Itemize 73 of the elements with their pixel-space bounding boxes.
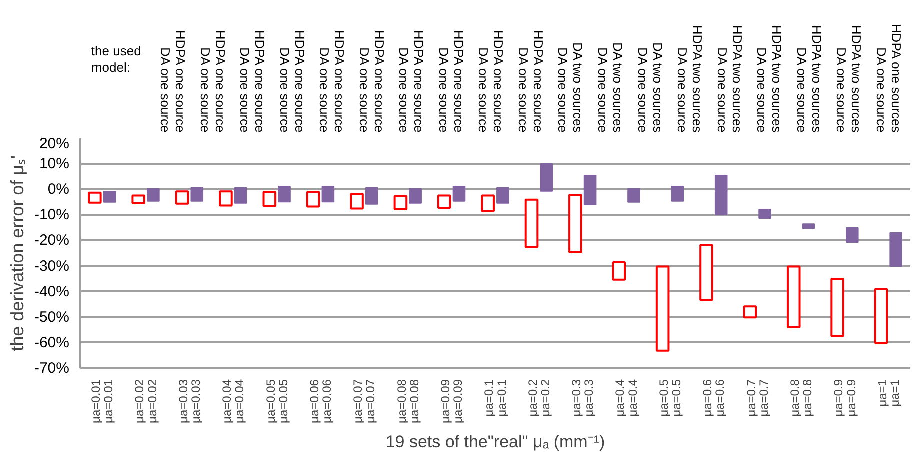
y-tick-label: 20%: [39, 136, 70, 152]
text: DA two sources DA one source: [556, 42, 586, 134]
bar: [175, 190, 190, 205]
y-tick-label: 0%: [48, 181, 70, 198]
bar: [714, 175, 728, 216]
y-axis-title: the derivation error of μₛ': [7, 156, 28, 352]
x-tick-label: μa=0.01 μa=0.01: [89, 379, 116, 424]
bar: [147, 188, 160, 202]
x-axis-title: 19 sets of the"real" μₐ (mm⁻¹): [386, 432, 606, 452]
bar: [671, 186, 684, 202]
bar: [350, 192, 364, 210]
bar: [700, 244, 714, 302]
bar: [628, 188, 640, 203]
y-tick-label: -10%: [34, 206, 70, 224]
text: HDPA one source DA one source: [396, 30, 427, 133]
bar: [190, 187, 204, 202]
bar: [524, 198, 539, 248]
bar: [758, 209, 772, 219]
y-tick-label: -70%: [34, 360, 70, 377]
text: HDPA one sources DA one source: [874, 24, 904, 134]
bar: [540, 164, 554, 192]
text: DA two sources DA one source: [596, 42, 626, 134]
text: DA two sources DA one source: [635, 42, 666, 134]
y-tick-label: -30%: [34, 258, 70, 275]
bar: [365, 187, 378, 205]
bar: [262, 191, 277, 208]
bar: [786, 266, 801, 328]
bar: [890, 232, 902, 268]
bar: [278, 186, 291, 203]
bar: [219, 190, 233, 207]
y-tick-label: -20%: [34, 232, 70, 250]
bar: [584, 175, 597, 206]
bar: [830, 278, 844, 338]
bar: [612, 261, 626, 281]
text: HDPA two sources DA one source: [675, 25, 706, 134]
bar: [437, 194, 452, 210]
text: HDPA two sources DA one source: [754, 25, 785, 134]
bar: [409, 188, 422, 204]
text: the used model:: [91, 44, 142, 75]
bar: [322, 186, 335, 203]
text: HDPA one source DA one source: [158, 30, 188, 133]
y-tick-label: -60%: [34, 334, 70, 352]
bar: [132, 194, 146, 204]
bar: [743, 306, 758, 319]
bar: [481, 194, 495, 212]
bar: [234, 187, 248, 204]
bar: [103, 191, 116, 203]
text: HDPA one source DA one source: [356, 30, 387, 133]
bar: [568, 194, 582, 254]
text: HDPA one source DA one source: [277, 30, 308, 133]
bar: [496, 187, 510, 204]
bar: [874, 288, 888, 344]
y-tick-label: -50%: [34, 308, 70, 326]
bar: [656, 266, 670, 352]
text: HDPA one source DA one source: [317, 30, 348, 133]
y-tick-label: -40%: [34, 283, 70, 300]
bar: [88, 192, 102, 204]
bar: [846, 227, 859, 244]
bar: [452, 186, 466, 202]
text: HDPA two sources DA one source: [714, 25, 745, 134]
text: HDPA one source DA one source: [476, 30, 506, 133]
text: HDPA one source DA one source: [436, 30, 466, 133]
text: HDPA two sources DA one source: [834, 25, 864, 134]
y-tick-label: 10%: [39, 156, 70, 173]
bar: [802, 224, 816, 229]
x-tick-label: μa=0.1 μa=0.1: [482, 379, 509, 417]
text: HDPA one source DA one source: [516, 30, 546, 133]
bar: [394, 195, 408, 211]
text: HDPA one source DA one source: [198, 30, 228, 133]
x-tick-label: μa=1 μa=1: [875, 379, 902, 407]
text: HDPA two sources DA one source: [794, 25, 824, 134]
text: HDPA one source DA one source: [238, 30, 268, 133]
bar: [306, 191, 320, 208]
